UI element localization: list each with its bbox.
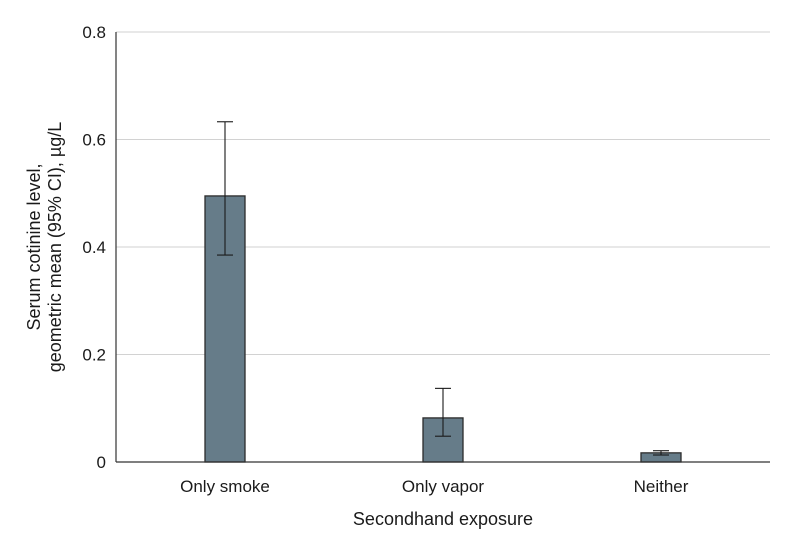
y-tick-labels: 0 0.2 0.4 0.6 0.8 bbox=[82, 23, 106, 472]
y-axis-title-line-1: Serum cotinine level, bbox=[24, 163, 44, 330]
y-tick-label: 0.2 bbox=[82, 346, 106, 365]
error-bar bbox=[653, 450, 669, 456]
y-tick-label: 0.6 bbox=[82, 131, 106, 150]
x-tick-label: Neither bbox=[634, 477, 689, 496]
y-axis-title-line-2: geometric mean (95% CI), µg/L bbox=[45, 122, 65, 372]
x-tick-label: Only vapor bbox=[402, 477, 485, 496]
y-tick-label: 0 bbox=[97, 453, 106, 472]
x-tick-label: Only smoke bbox=[180, 477, 270, 496]
y-tick-label: 0.8 bbox=[82, 23, 106, 42]
y-axis-title: Serum cotinine level, geometric mean (95… bbox=[24, 122, 65, 372]
error-bar bbox=[217, 121, 233, 256]
error-bars bbox=[217, 121, 669, 456]
y-tick-label: 0.4 bbox=[82, 238, 106, 257]
x-axis-title: Secondhand exposure bbox=[353, 509, 533, 529]
error-bar bbox=[435, 387, 451, 437]
x-tick-labels: Only smoke Only vapor Neither bbox=[180, 477, 689, 496]
